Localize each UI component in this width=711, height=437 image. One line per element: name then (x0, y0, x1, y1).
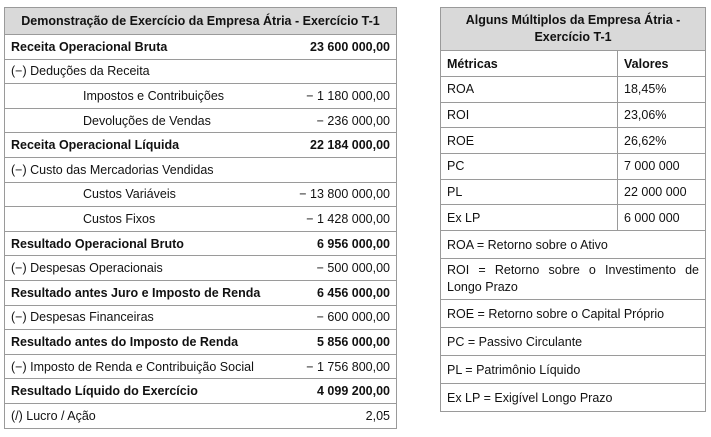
metric-name: PC (440, 153, 618, 180)
row-value: 2,05 (285, 402, 397, 429)
row-label: Resultado antes Juro e Imposto de Renda (3, 279, 286, 306)
table-row: PC 7 000 000 (440, 153, 706, 180)
row-label: Receita Operacional Bruta (3, 34, 286, 60)
metric-value: 26,62% (617, 127, 706, 155)
row-label: Impostos e Contribuições (3, 83, 286, 109)
row-label: Devoluções de Vendas (3, 107, 286, 134)
row-label: Custos Variáveis (3, 181, 286, 208)
metrics-header-row: Métricas Valores (440, 50, 706, 77)
column-header-metric: Métricas (440, 50, 618, 77)
table-row: Resultado Operacional Bruto 6 956 000,00 (3, 230, 397, 257)
row-value (285, 156, 397, 183)
metric-name: ROE (440, 127, 618, 155)
metrics-table: Alguns Múltiplos da Empresa Átria - Exer… (440, 7, 706, 413)
row-value: − 1 180 000,00 (285, 83, 397, 109)
row-value: 23 600 000,00 (285, 34, 397, 60)
table-row: Receita Operacional Líquida 22 184 000,00 (3, 132, 397, 158)
row-value: − 236 000,00 (285, 107, 397, 134)
definition-row: Ex LP = Exigível Longo Prazo (440, 383, 706, 413)
definition-text: Ex LP = Exigível Longo Prazo (440, 383, 706, 413)
row-value: − 1 756 800,00 (285, 353, 397, 380)
table-row: Receita Operacional Bruta 23 600 000,00 (3, 34, 397, 60)
row-value: 5 856 000,00 (285, 329, 397, 355)
column-header-value: Valores (617, 50, 706, 77)
table-row: (/) Lucro / Ação 2,05 (3, 402, 397, 429)
metric-name: ROA (440, 76, 618, 103)
table-row: Devoluções de Vendas − 236 000,00 (3, 107, 397, 134)
row-value: − 600 000,00 (285, 304, 397, 331)
table-row: Custos Fixos − 1 428 000,00 (3, 206, 397, 232)
row-value: 6 456 000,00 (285, 279, 397, 306)
row-value: − 1 428 000,00 (285, 206, 397, 232)
row-value: 22 184 000,00 (285, 132, 397, 158)
metrics-title: Alguns Múltiplos da Empresa Átria - Exer… (440, 7, 706, 51)
metric-name: PL (440, 178, 618, 206)
row-value: 4 099 200,00 (285, 378, 397, 404)
definition-row: ROA = Retorno sobre o Ativo (440, 230, 706, 260)
table-row: (−) Despesas Operacionais − 500 000,00 (3, 255, 397, 281)
row-label: (−) Despesas Operacionais (3, 255, 286, 281)
table-row: Impostos e Contribuições − 1 180 000,00 (3, 83, 397, 109)
definition-row: PL = Patrimônio Líquido (440, 355, 706, 385)
definition-text: ROI = Retorno sobre o Investimento de Lo… (440, 258, 706, 301)
table-row: (−) Imposto de Renda e Contribuição Soci… (3, 353, 397, 380)
table-row: ROI 23,06% (440, 101, 706, 129)
row-value: 6 956 000,00 (285, 230, 397, 257)
table-row: Resultado antes Juro e Imposto de Renda 6… (3, 279, 397, 306)
row-label: Resultado antes do Imposto de Renda (3, 329, 286, 355)
row-label: Resultado Operacional Bruto (3, 230, 286, 257)
row-value: − 13 800 000,00 (285, 181, 397, 208)
metric-name: ROI (440, 101, 618, 129)
row-label: Resultado Líquido do Exercício (3, 378, 286, 404)
row-label: (−) Custo das Mercadorias Vendidas (3, 156, 286, 183)
metric-value: 22 000 000 (617, 178, 706, 206)
definition-row: ROE = Retorno sobre o Capital Próprio (440, 299, 706, 329)
metric-value: 6 000 000 (617, 204, 706, 232)
definition-text: PC = Passivo Circulante (440, 327, 706, 357)
row-label: (−) Deduções da Receita (3, 58, 286, 85)
table-row: (−) Custo das Mercadorias Vendidas (3, 156, 397, 183)
table-row: Custos Variáveis − 13 800 000,00 (3, 181, 397, 208)
row-label: (−) Despesas Financeiras (3, 304, 286, 331)
income-statement-table: Demonstração de Exercício da Empresa Átr… (3, 7, 397, 429)
table-row: Resultado antes do Imposto de Renda 5 856… (3, 329, 397, 355)
row-label: (−) Imposto de Renda e Contribuição Soci… (3, 353, 286, 380)
row-label: (/) Lucro / Ação (3, 402, 286, 429)
metric-value: 7 000 000 (617, 153, 706, 180)
table-row: ROA 18,45% (440, 76, 706, 103)
definition-row: PC = Passivo Circulante (440, 327, 706, 357)
metric-value: 18,45% (617, 76, 706, 103)
row-value (285, 58, 397, 85)
table-row: PL 22 000 000 (440, 178, 706, 206)
table-row: (−) Despesas Financeiras − 600 000,00 (3, 304, 397, 331)
definition-text: ROE = Retorno sobre o Capital Próprio (440, 299, 706, 329)
table-row: Resultado Líquido do Exercício 4 099 200,… (3, 378, 397, 404)
metric-name: Ex LP (440, 204, 618, 232)
table-row: (−) Deduções da Receita (3, 58, 397, 85)
metric-value: 23,06% (617, 101, 706, 129)
definition-text: PL = Patrimônio Líquido (440, 355, 706, 385)
row-value: − 500 000,00 (285, 255, 397, 281)
table-row: Ex LP 6 000 000 (440, 204, 706, 232)
income-statement-title: Demonstração de Exercício da Empresa Átr… (4, 7, 397, 35)
table-row: ROE 26,62% (440, 127, 706, 155)
definition-text: ROA = Retorno sobre o Ativo (440, 230, 706, 260)
row-label: Custos Fixos (3, 206, 286, 232)
row-label: Receita Operacional Líquida (3, 132, 286, 158)
definition-row: ROI = Retorno sobre o Investimento de Lo… (440, 258, 706, 301)
